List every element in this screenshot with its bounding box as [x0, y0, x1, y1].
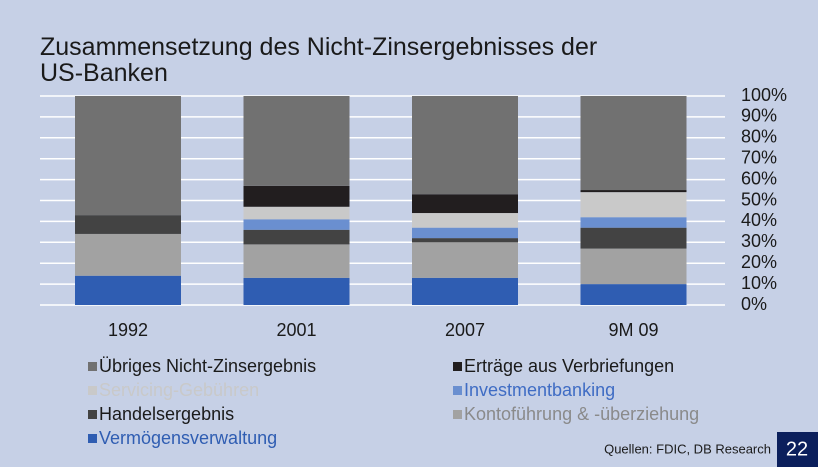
bar-segment — [580, 248, 687, 285]
legend-swatch — [88, 434, 97, 443]
y-tick-label: 60% — [741, 168, 777, 188]
bar-segment — [412, 227, 518, 239]
x-tick-label: 2007 — [445, 320, 485, 340]
bar-segment — [580, 227, 687, 249]
bar-segment — [412, 194, 518, 214]
y-tick-label: 70% — [741, 147, 777, 167]
bar-segment — [580, 192, 687, 218]
y-tick-label: 40% — [741, 210, 777, 230]
page-number: 22 — [786, 438, 808, 460]
y-tick-label: 50% — [741, 189, 777, 209]
bar-segment — [580, 190, 687, 193]
x-tick-label: 9M 09 — [608, 320, 658, 340]
bar-segment — [412, 277, 518, 305]
y-tick-label: 80% — [741, 127, 777, 147]
bar-segment — [75, 215, 181, 234]
legend-swatch — [88, 386, 97, 395]
legend-swatch — [453, 362, 462, 371]
bar-segment — [243, 185, 350, 207]
x-tick-label: 2001 — [276, 320, 316, 340]
bar-segment — [243, 219, 350, 230]
bar-segment — [243, 206, 350, 220]
y-tick-label: 0% — [741, 294, 767, 314]
bar-segment — [75, 96, 181, 216]
x-tick-label: 1992 — [108, 320, 148, 340]
legend-label: Übriges Nicht-Zinsergebnis — [99, 356, 316, 376]
y-tick-label: 30% — [741, 231, 777, 251]
bar-segment — [243, 96, 350, 186]
bar-segment — [75, 233, 181, 276]
y-tick-label: 90% — [741, 106, 777, 126]
legend-swatch — [88, 410, 97, 419]
bar-segment — [580, 284, 687, 305]
legend-label: Kontoführung & -überziehung — [464, 404, 699, 424]
legend-swatch — [453, 386, 462, 395]
bar-segment — [580, 96, 687, 191]
legend-label: Vermögensverwaltung — [99, 428, 277, 448]
bar-segment — [243, 244, 350, 278]
page-number-box — [777, 432, 818, 467]
y-tick-label: 100% — [741, 85, 787, 105]
legend-label: Handelsergebnis — [99, 404, 234, 424]
legend-swatch — [453, 410, 462, 419]
bar-segment — [412, 238, 518, 243]
bar-segment — [412, 213, 518, 228]
bar-segment — [243, 229, 350, 245]
bar-segment — [75, 275, 181, 305]
bar-segment — [243, 277, 350, 305]
legend-label: Servicing-Gebühren — [99, 380, 259, 400]
bar-segment — [412, 96, 518, 195]
legend-label: Erträge aus Verbriefungen — [464, 356, 674, 376]
bar-segment — [580, 217, 687, 228]
legend-swatch — [88, 362, 97, 371]
chart-title: Zusammensetzung des Nicht-Zinsergebnisse… — [40, 33, 597, 87]
source: Quellen: FDIC, DB Research — [604, 441, 771, 456]
legend-label: Investmentbanking — [464, 380, 615, 400]
y-tick-label: 10% — [741, 273, 777, 293]
bar-segment — [412, 242, 518, 278]
y-tick-label: 20% — [741, 252, 777, 272]
